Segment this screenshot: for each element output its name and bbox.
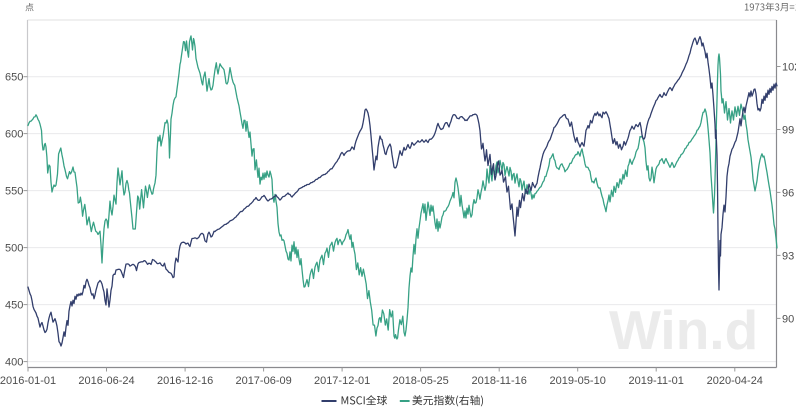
svg-text:2020-04-24: 2020-04-24: [707, 375, 763, 387]
svg-text:2017-12-01: 2017-12-01: [314, 375, 370, 387]
svg-text:450: 450: [5, 300, 23, 312]
svg-text:2018-05-25: 2018-05-25: [392, 375, 448, 387]
svg-text:2016-12-16: 2016-12-16: [157, 375, 213, 387]
svg-text:2019-11-01: 2019-11-01: [628, 375, 683, 387]
svg-text:Win.d: Win.d: [609, 299, 758, 361]
svg-text:2019-05-10: 2019-05-10: [550, 375, 606, 387]
svg-text:2016-06-24: 2016-06-24: [78, 375, 134, 387]
svg-text:102: 102: [782, 61, 796, 73]
svg-text:2018-11-16: 2018-11-16: [471, 375, 526, 387]
svg-text:2016-01-01: 2016-01-01: [0, 375, 56, 387]
svg-text:96: 96: [782, 187, 794, 199]
svg-text:650: 650: [5, 72, 23, 84]
svg-text:90: 90: [782, 313, 794, 325]
svg-text:400: 400: [5, 357, 23, 369]
svg-text:2017-06-09: 2017-06-09: [235, 375, 291, 387]
svg-text:500: 500: [5, 243, 23, 255]
svg-text:600: 600: [5, 129, 23, 141]
svg-text:99: 99: [782, 124, 794, 136]
svg-text:93: 93: [782, 250, 794, 262]
svg-text:550: 550: [5, 186, 23, 198]
